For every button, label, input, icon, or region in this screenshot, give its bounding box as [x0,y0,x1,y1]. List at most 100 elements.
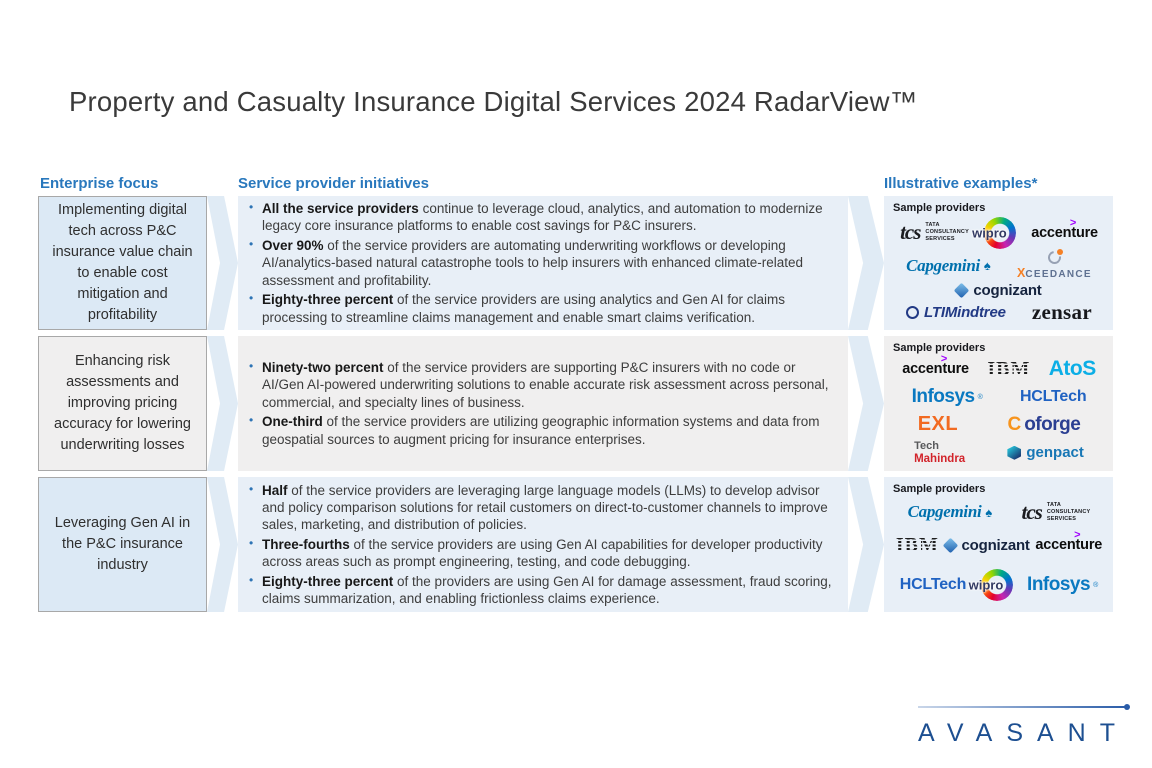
accenture-wordmark: accenture [1031,224,1098,241]
wipro-rainbow-ring-icon [980,569,1013,602]
provider-logo-row: cognizant [893,282,1105,299]
tcs-wordmark: tcs [900,220,921,245]
hcltech-logo: HCLTech [1019,388,1087,406]
capgemini-wordmark: Capgemini [907,502,982,522]
enterprise-focus-box-3: Leveraging Gen AI in the P&C insurance i… [38,477,207,612]
provider-logo-row: HCLTech wipro Infosys ® [893,568,1105,602]
tech-mahindra-mahindra-text: Mahindra [914,452,966,465]
techmahindra-logo: Tech Mahindra [914,439,966,465]
bullet-lead: One-third [262,414,323,430]
ltimindtree-circle-icon [906,306,920,320]
provider-logo-row: LTIMindtree zensar [893,300,1105,325]
genpact-logo: genpact [1007,444,1084,461]
radarview-flow-grid: Implementing digital tech across P&C ins… [38,196,1113,612]
infosys-wordmark: Infosys [911,386,976,408]
cognizant-logo: cognizant [954,282,1042,299]
ibm-logo: IBM [896,534,939,557]
infosys-registered-icon: ® [977,393,983,401]
cognizant-gem-icon [954,282,970,299]
provider-logo-rows: tcs TATA CONSULTANCY SERVICES wipro > accentur… [893,215,1105,326]
page-title: Property and Casualty Insurance Digital … [69,86,918,117]
chevron-cell [207,336,238,471]
provider-logo-row: Capgemini ♠ tcs TATA CONSULTANCY SERVICES [893,501,1105,523]
flow-chevron-icon [848,196,884,330]
xceedance-logo: X CEEDANCE [1017,248,1092,280]
genpact-wordmark: genpact [1026,444,1084,462]
initiative-bullet: All the service providers continue to le… [246,200,836,235]
capgemini-logo: Capgemini ♠ [906,256,991,276]
cognizant-gem-icon [942,537,958,554]
provider-logo-row: Capgemini ♠ X CEEDANCE [893,248,1105,280]
bullet-lead: All the service providers [262,201,419,217]
genpact-hexagon-icon [1007,445,1022,460]
enterprise-focus-box-1: Implementing digital tech across P&C ins… [38,196,207,330]
wipro-logo: wipro [972,216,1017,250]
sample-providers-label: Sample providers [893,202,986,214]
bullet-lead: Eighty-three percent [262,573,394,589]
column-header-enterprise-focus: Enterprise focus [40,175,159,192]
provider-logo-row: IBM cognizant > accenture [893,529,1105,557]
initiative-bullet: One-third of the service providers are u… [246,413,836,448]
sample-providers-box-3: Sample providers Capgemini ♠ tcs TATA CONSULT… [884,477,1113,612]
bullet-lead: Over 90% [262,237,324,253]
exl-wordmark: EXL [917,413,959,436]
initiative-bullet: Ninety-two percent of the service provid… [246,359,836,411]
avasant-logo-dot-icon [1124,704,1130,710]
ibm-wordmark: IBM [895,533,939,556]
accenture-logo: > accenture [902,353,969,377]
flow-chevron-icon [207,336,238,471]
cognizant-wordmark: cognizant [961,536,1030,554]
ltimindtree-logo: LTIMindtree [906,304,1006,321]
enterprise-focus-box-2: Enhancing risk assessments and improving… [38,336,207,471]
sample-providers-label: Sample providers [893,483,986,495]
initiatives-box-2: Ninety-two percent of the service provid… [238,336,848,471]
tech-mahindra-tech-text: Tech [914,439,939,452]
wipro-wordmark: wipro [972,225,1007,241]
provider-logo-row: > accenture IBM AtoS [893,353,1105,381]
flow-chevron-icon [207,196,238,330]
zensar-wordmark: zensar [1031,300,1092,325]
initiatives-list-3: Half of the service providers are levera… [246,480,836,610]
chevron-cell [848,477,884,612]
infosys-logo: Infosys ® [1027,574,1098,596]
accenture-wordmark: accenture [1035,537,1103,554]
bullet-lead: Three-fourths [262,536,350,552]
accenture-greater-than-icon: > [1074,529,1081,542]
flow-chevron-icon [207,477,238,612]
xceedance-rest-letters: CEEDANCE [1025,269,1092,281]
enterprise-focus-text-1: Implementing digital tech across P&C ins… [52,201,193,324]
flow-chevron-icon [848,477,884,612]
initiative-bullet: Eighty-three percent of the providers ar… [246,573,836,608]
coforge-rest-letters: oforge [1024,413,1081,435]
avasant-logo: AVASANT [918,704,1130,748]
initiatives-box-1: All the service providers continue to le… [238,196,848,330]
initiative-bullet: Half of the service providers are levera… [246,482,836,534]
initiatives-list-1: All the service providers continue to le… [246,198,836,328]
ibm-logo: IBM [987,358,1030,381]
tata-consultancy-services-text: TATA CONSULTANCY SERVICES [925,222,969,243]
tcs-logo: tcs TATA CONSULTANCY SERVICES [1022,501,1091,523]
xceedance-wordmark: X CEEDANCE [1017,266,1092,280]
capgemini-wordmark: Capgemini [906,255,980,275]
atos-wordmark: AtoS [1048,357,1097,381]
tcs-logo: tcs TATA CONSULTANCY SERVICES [900,222,969,243]
sample-providers-label: Sample providers [893,342,986,354]
accenture-greater-than-icon: > [940,353,948,366]
sample-providers-box-1: Sample providers tcs TATA CONSULTANCY SERVIC… [884,196,1113,330]
exl-logo: EXL [918,413,958,436]
capgemini-spade-icon: ♠ [983,258,991,274]
coforge-c-letter: C [1007,413,1022,435]
sample-providers-box-2: Sample providers > accenture IBM AtoS Infosys… [884,336,1113,471]
bullet-lead: Eighty-three percent [262,292,394,308]
hcltech-wordmark: HCLTech [1019,388,1087,406]
bullet-lead: Ninety-two percent [262,359,384,375]
ibm-wordmark: IBM [987,357,1031,380]
provider-logo-rows: Capgemini ♠ tcs TATA CONSULTANCY SERVICES IBM c… [893,496,1105,608]
initiative-bullet: Over 90% of the service providers are au… [246,237,836,289]
infosys-registered-icon: ® [1093,581,1099,589]
capgemini-logo: Capgemini ♠ [908,502,993,522]
provider-logo-row: tcs TATA CONSULTANCY SERVICES wipro > accentur… [893,216,1105,250]
zensar-logo: zensar [1032,300,1092,325]
chevron-cell [848,196,884,330]
